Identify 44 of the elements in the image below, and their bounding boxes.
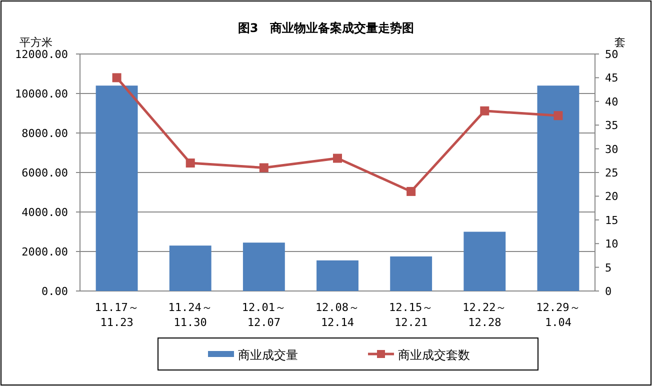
bar xyxy=(316,260,358,291)
y-tick-label: 10000.00 xyxy=(15,88,68,100)
x-tick-label: 12.15～ 12.21 xyxy=(389,301,434,329)
x-tick-label: 12.29～ 1.04 xyxy=(536,301,580,329)
legend-label: 商业成交量 xyxy=(238,348,298,362)
y2-axis-title: 套 xyxy=(614,36,626,49)
y-tick-label: 6000.00 xyxy=(22,166,68,180)
point xyxy=(406,186,416,196)
legend-label: 商业成交套数 xyxy=(398,348,470,362)
bar xyxy=(537,86,580,291)
point xyxy=(186,158,195,168)
bar xyxy=(96,86,138,291)
y-tick-label: 4000.00 xyxy=(22,206,68,219)
point xyxy=(333,154,342,163)
bar xyxy=(464,232,506,291)
point xyxy=(554,111,563,120)
bar xyxy=(390,256,432,291)
y-tick-label: 0.00 xyxy=(42,285,68,298)
bar xyxy=(242,242,285,291)
y2-tick-label: 5 xyxy=(605,261,612,274)
y-tick-label: 12000.00 xyxy=(15,48,68,61)
x-tick-label: 12.22～ 12.28 xyxy=(462,301,507,329)
point xyxy=(112,73,122,82)
y2-tick-label: 50 xyxy=(605,48,618,61)
y2-tick-label: 30 xyxy=(605,142,618,156)
x-tick-label: 11.17～ 11.23 xyxy=(94,301,139,329)
y-tick-label: 2000.00 xyxy=(22,246,68,258)
point xyxy=(259,163,268,172)
y2-tick-label: 10 xyxy=(605,238,618,251)
bar xyxy=(169,246,212,291)
y2-tick-label: 0 xyxy=(605,285,612,298)
point xyxy=(480,106,490,116)
chart-title: 图3 商业物业备案成交量走势图 xyxy=(238,21,414,35)
y-tick-label: 8000.00 xyxy=(22,127,68,140)
y2-tick-label: 20 xyxy=(605,190,618,204)
y2-tick-label: 25 xyxy=(605,166,618,180)
x-tick-label: 12.01～ 12.07 xyxy=(242,301,286,329)
x-tick-label: 11.24～ 11.30 xyxy=(168,301,212,329)
y-axis-title: 平方米 xyxy=(20,36,52,49)
y2-tick-label: 35 xyxy=(605,119,618,132)
y2-tick-label: 15 xyxy=(605,214,618,227)
y2-tick-label: 45 xyxy=(605,72,618,85)
x-tick-label: 12.08～ 12.14 xyxy=(315,301,360,329)
y2-tick-label: 40 xyxy=(605,95,618,108)
